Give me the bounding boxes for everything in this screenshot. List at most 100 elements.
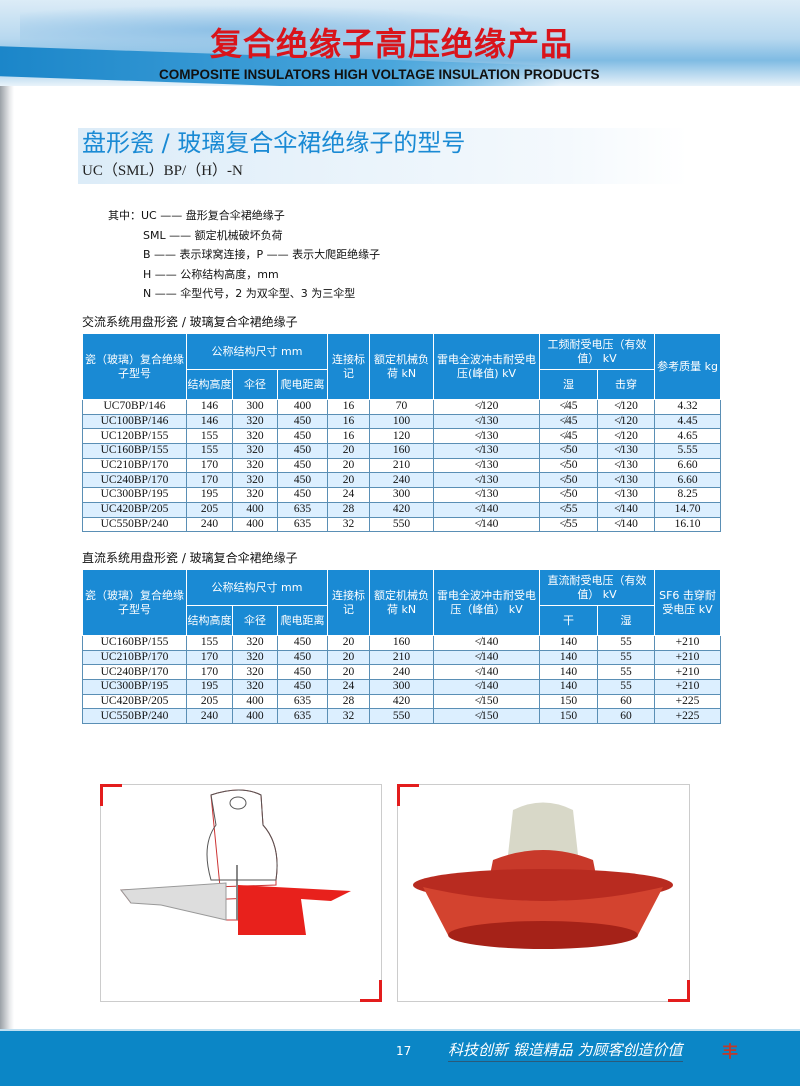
table-cell: 140	[539, 679, 599, 695]
table-cell: 155	[186, 443, 233, 459]
table-cell: 55	[597, 664, 656, 681]
table-cell: ≮130	[597, 457, 656, 474]
col-creep: 爬电距离	[276, 369, 329, 400]
table-cell: 240	[186, 708, 233, 725]
table-cell: 155	[186, 428, 233, 445]
table-cell: 24	[327, 679, 371, 695]
table-cell: 400	[232, 693, 278, 710]
col-dims: 公称结构尺寸 mm	[185, 333, 329, 370]
table-cell: UC210BP/170	[82, 649, 187, 666]
table-cell: 205	[186, 501, 233, 518]
table-cell: 4.45	[654, 413, 722, 430]
col-height: 结构高度	[186, 605, 233, 636]
table-cell: 20	[327, 443, 371, 459]
table-cell: 450	[276, 443, 329, 459]
table-cell: 635	[276, 516, 329, 533]
table-cell: 20	[327, 472, 371, 489]
table-cell: ≮140	[597, 501, 656, 518]
table-cell: 550	[369, 708, 435, 725]
footer-slogan: 科技创新 锻造精品 为顾客创造价值	[448, 1041, 683, 1062]
table-cell: 240	[369, 664, 435, 681]
table-cell: 320	[232, 413, 278, 430]
table-cell: 146	[186, 399, 233, 415]
table-cell: 20	[327, 649, 371, 666]
table-cell: ≮130	[433, 472, 541, 489]
table-cell: 32	[327, 708, 371, 725]
table-cell: 4.32	[654, 399, 722, 415]
table-cell: 320	[232, 487, 278, 503]
table-cell: ≮140	[433, 649, 541, 666]
table-cell: UC550BP/240	[82, 516, 187, 533]
table-cell: ≮45	[539, 428, 599, 445]
table-cell: 300	[369, 679, 435, 695]
table-cell: 420	[369, 693, 435, 710]
table-cell: 450	[276, 649, 329, 666]
page-edge-shadow	[0, 0, 14, 1086]
table-cell: UC300BP/195	[82, 679, 187, 695]
table-cell: 300	[369, 487, 435, 503]
table-cell: UC160BP/155	[82, 443, 187, 459]
table-cell: 450	[276, 457, 329, 474]
table-cell: 195	[186, 679, 233, 695]
table-cell: +210	[654, 679, 722, 695]
table-row: UC160BP/155 155 320 450 20 160 ≮140 140 55 +210	[82, 635, 722, 651]
col-impulse: 雷电全波冲击耐受电压（峰值） kV	[433, 569, 541, 636]
table-cell: 20	[327, 635, 371, 651]
table-row: UC120BP/155 155 320 450 16 120 ≮130 ≮45 ≮120 4.65	[82, 428, 722, 445]
table-cell: 16	[327, 428, 371, 445]
table-cell: UC300BP/195	[82, 487, 187, 503]
table-cell: 16	[327, 413, 371, 430]
table-cell: 70	[369, 399, 435, 415]
ac-table-caption: 交流系统用盘形瓷 / 玻璃复合伞裙绝缘子	[82, 315, 298, 329]
table-cell: 155	[186, 635, 233, 651]
table-cell: +210	[654, 649, 722, 666]
table-row: UC550BP/240 240 400 635 32 550 ≮150 150 60 +225	[82, 708, 722, 725]
table-cell: 160	[369, 443, 435, 459]
table-cell: 450	[276, 413, 329, 430]
table-cell: ≮120	[597, 413, 656, 430]
table-cell: ≮50	[539, 457, 599, 474]
col-dry: 干	[539, 605, 599, 636]
table-cell: 210	[369, 457, 435, 474]
header-banner	[0, 0, 800, 86]
table-cell: 6.60	[654, 472, 722, 489]
table-cell: ≮140	[597, 516, 656, 533]
table-cell: 170	[186, 457, 233, 474]
col-wet: 湿	[597, 605, 656, 636]
table-row: UC550BP/240 240 400 635 32 550 ≮140 ≮55 ≮140 16.1…	[82, 516, 722, 533]
legend-line: H —— 公称结构高度，mm	[143, 267, 279, 281]
table-cell: 320	[232, 649, 278, 666]
table-cell: 210	[369, 649, 435, 666]
table-cell: 6.60	[654, 457, 722, 474]
table-cell: ≮130	[433, 428, 541, 445]
table-cell: 14.70	[654, 501, 722, 518]
table-cell: 450	[276, 664, 329, 681]
table-cell: ≮140	[433, 501, 541, 518]
table-cell: 320	[232, 457, 278, 474]
col-mass: 参考质量 kg	[654, 333, 722, 400]
table-cell: ≮55	[539, 501, 599, 518]
col-puncture: 击穿	[597, 369, 656, 400]
col-mark: 连接标记	[327, 333, 371, 400]
table-cell: ≮130	[433, 487, 541, 503]
table-cell: 450	[276, 487, 329, 503]
table-cell: 635	[276, 501, 329, 518]
dc-table-caption: 直流系统用盘形瓷 / 玻璃复合伞裙绝缘子	[82, 551, 298, 565]
table-cell: 450	[276, 472, 329, 489]
table-row: UC70BP/146 146 300 400 16 70 ≮120 ≮45 ≮120 4.32	[82, 399, 722, 415]
table-row: UC300BP/195 195 320 450 24 300 ≮140 140 55 +210	[82, 679, 722, 695]
col-height: 结构高度	[186, 369, 233, 400]
table-cell: 170	[186, 649, 233, 666]
table-cell: ≮45	[539, 399, 599, 415]
table-cell: ≮50	[539, 443, 599, 459]
table-cell: 170	[186, 472, 233, 489]
table-cell: +210	[654, 664, 722, 681]
table-cell: 320	[232, 679, 278, 695]
table-cell: UC100BP/146	[82, 413, 187, 430]
table-cell: 320	[232, 664, 278, 681]
product-photo	[397, 784, 690, 1002]
table-cell: 146	[186, 413, 233, 430]
table-cell: UC420BP/205	[82, 501, 187, 518]
table-cell: ≮130	[597, 472, 656, 489]
table-row: UC240BP/170 170 320 450 20 240 ≮130 ≮50 ≮130 6.60	[82, 472, 722, 489]
